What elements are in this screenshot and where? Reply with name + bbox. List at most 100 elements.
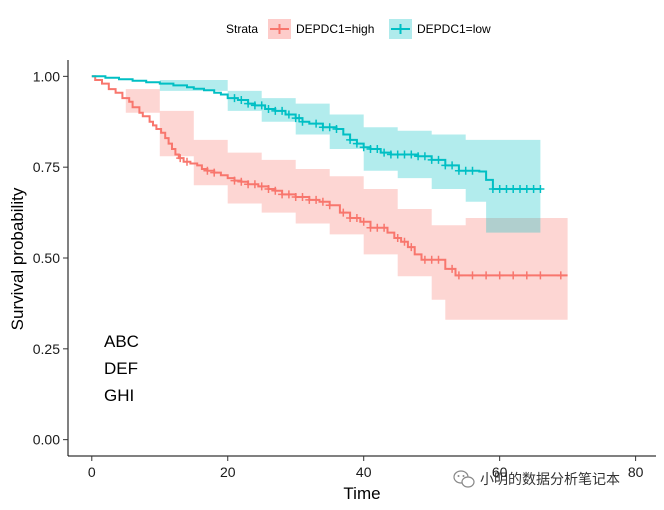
censor-mark-high bbox=[210, 168, 219, 177]
censor-mark-high bbox=[339, 208, 348, 217]
x-tick-label: 60 bbox=[492, 464, 508, 480]
censor-mark-low bbox=[407, 150, 416, 159]
censor-mark-high bbox=[257, 182, 266, 191]
x-axis-ticks: 0 20 40 60 80 bbox=[88, 456, 644, 480]
legend-key-low bbox=[389, 19, 412, 39]
censor-mark-high bbox=[400, 237, 409, 246]
censor-mark-low bbox=[461, 166, 470, 175]
censor-mark-low bbox=[468, 166, 477, 175]
survival-line-high bbox=[91, 75, 568, 277]
censor-mark-low bbox=[264, 105, 273, 113]
y-tick-label: 0.75 bbox=[33, 159, 60, 175]
censor-mark-low bbox=[495, 185, 504, 193]
censor-mark-high bbox=[359, 217, 368, 226]
censor-mark-high bbox=[468, 271, 477, 280]
legend-title: Strata bbox=[226, 22, 258, 36]
ci-band-high bbox=[91, 76, 568, 320]
censor-mark-high bbox=[312, 195, 321, 204]
censor-mark-high bbox=[373, 223, 382, 232]
censor-mark-low bbox=[366, 145, 375, 153]
censor-mark-low bbox=[427, 155, 436, 164]
censor-mark-low bbox=[237, 96, 246, 104]
censor-mark-low bbox=[284, 110, 293, 119]
censor-mark-low bbox=[373, 145, 382, 153]
censor-mark-low bbox=[529, 185, 538, 193]
censor-mark-high bbox=[556, 271, 565, 280]
censor-mark-low bbox=[359, 143, 368, 152]
y-tick-label: 0.00 bbox=[33, 432, 60, 448]
censor-mark-high bbox=[346, 214, 355, 222]
censor-mark-high bbox=[509, 271, 518, 280]
legend-label-high: DEPDC1=high bbox=[296, 22, 374, 36]
censor-mark-low bbox=[509, 185, 518, 193]
censor-mark-high bbox=[454, 271, 463, 280]
confidence-bands bbox=[91, 76, 568, 320]
censor-mark-low bbox=[318, 123, 327, 132]
legend-label-low: DEPDC1=low bbox=[417, 22, 491, 36]
censor-mark-low bbox=[488, 185, 497, 193]
censor-mark-high bbox=[271, 186, 280, 195]
x-tick-label: 20 bbox=[220, 464, 236, 480]
censor-mark-high bbox=[291, 193, 300, 201]
censor-mark-high bbox=[250, 180, 259, 189]
censor-marks bbox=[176, 94, 565, 280]
censor-mark-low bbox=[352, 139, 361, 148]
censor-mark-low bbox=[420, 152, 429, 161]
censor-mark-low bbox=[441, 161, 450, 170]
censor-mark-high bbox=[380, 223, 389, 232]
x-tick-label: 40 bbox=[356, 464, 372, 480]
censor-mark-high bbox=[495, 271, 504, 280]
censor-mark-high bbox=[420, 255, 429, 264]
censor-mark-low bbox=[257, 101, 266, 110]
annotation-def: DEF bbox=[104, 359, 138, 378]
censor-mark-low bbox=[502, 185, 511, 193]
censor-mark-high bbox=[522, 271, 531, 280]
censor-mark-high bbox=[183, 157, 191, 166]
censor-mark-high bbox=[264, 185, 273, 193]
censor-mark-high bbox=[298, 193, 307, 201]
y-tick-label: 0.50 bbox=[33, 250, 60, 266]
censor-mark-high bbox=[284, 190, 293, 199]
y-tick-label: 0.25 bbox=[33, 341, 60, 357]
censor-mark-high bbox=[366, 223, 375, 232]
censor-mark-high bbox=[176, 154, 185, 163]
censor-mark-low bbox=[400, 150, 409, 159]
censor-mark-low bbox=[454, 166, 463, 175]
censor-mark-high bbox=[434, 255, 443, 264]
censor-mark-low bbox=[393, 150, 402, 159]
censor-mark-low bbox=[244, 99, 253, 108]
censor-mark-high bbox=[407, 243, 416, 252]
censor-mark-low bbox=[271, 106, 280, 115]
censor-mark-low bbox=[325, 123, 334, 132]
censor-mark-high bbox=[536, 271, 545, 280]
y-axis-ticks: 0.00 0.25 0.50 0.75 1.00 bbox=[33, 68, 68, 448]
wechat-icon bbox=[453, 470, 475, 488]
censor-mark-low bbox=[414, 152, 423, 161]
censor-mark-low bbox=[312, 119, 321, 128]
annotation-abc: ABC bbox=[104, 332, 139, 351]
legend-key-high bbox=[268, 19, 291, 39]
censor-mark-high bbox=[325, 201, 334, 210]
censor-mark-low bbox=[434, 155, 443, 164]
censor-mark-low bbox=[346, 135, 355, 144]
annotation-ghi: GHI bbox=[104, 386, 134, 405]
x-tick-label: 0 bbox=[88, 464, 96, 480]
censor-mark-high bbox=[305, 195, 314, 204]
x-tick-label: 80 bbox=[628, 464, 644, 480]
censor-mark-high bbox=[230, 176, 239, 185]
y-axis-title: Survival probability bbox=[8, 187, 27, 330]
censor-mark-low bbox=[516, 185, 524, 193]
y-tick-label: 1.00 bbox=[33, 68, 60, 84]
censor-mark-low bbox=[386, 150, 395, 159]
censor-mark-low bbox=[522, 185, 531, 193]
censor-mark-low bbox=[250, 101, 259, 110]
legend: Strata DEPDC1=high DEPDC1=low bbox=[226, 19, 491, 39]
watermark: 小明的数据分析笔记本 bbox=[453, 470, 620, 488]
censor-mark-high bbox=[393, 234, 402, 242]
censor-mark-low bbox=[230, 94, 239, 103]
censor-mark-high bbox=[448, 264, 457, 273]
censor-mark-low bbox=[298, 117, 307, 126]
watermark-text: 小明的数据分析笔记本 bbox=[480, 472, 620, 488]
censor-mark-low bbox=[278, 106, 287, 115]
censor-mark-high bbox=[278, 190, 287, 199]
